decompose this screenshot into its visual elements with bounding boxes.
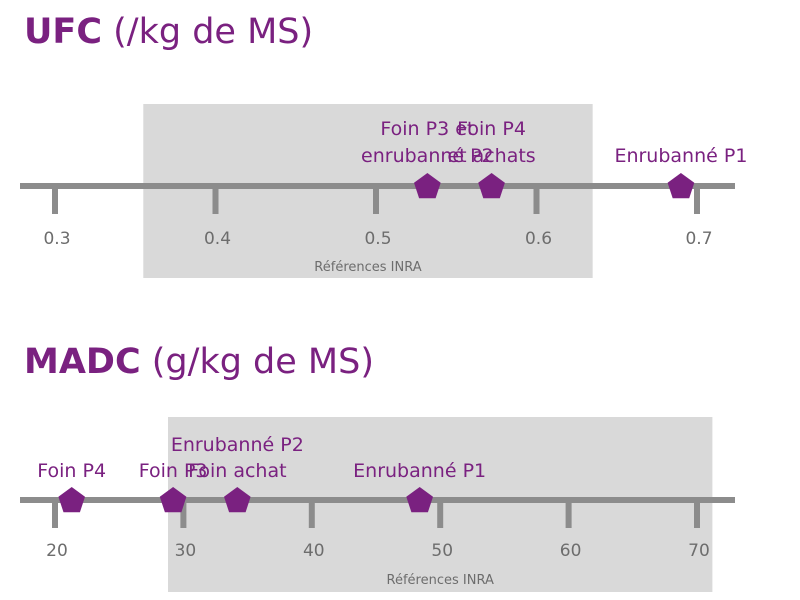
ufc-tick-label-0: 0.3	[43, 229, 70, 249]
ufc-point-label-1-0: Foin P4	[457, 118, 526, 140]
ufc-point-0	[414, 173, 441, 199]
madc-title: MADC (g/kg de MS)	[24, 342, 374, 382]
madc-point-0	[58, 487, 85, 513]
madc-point-1	[159, 487, 187, 513]
ufc-tick-label-3: 0.6	[525, 229, 552, 249]
madc-tick-label-0: 20	[46, 541, 68, 561]
ufc-point-label-1-1: et achats	[447, 145, 535, 167]
ufc-point-2	[667, 173, 695, 199]
ufc-title-bold: UFC	[24, 12, 103, 52]
ufc-point-label-2-0: Enrubanné P1	[614, 145, 747, 167]
madc-title-unit: (g/kg de MS)	[140, 342, 375, 382]
madc-reference-label: Références INRA	[387, 573, 494, 588]
madc-title-bold: MADC	[24, 342, 141, 382]
madc-point-2	[224, 487, 251, 513]
ufc-chart: UFC (/kg de MS) Références INRA 0.3 0.4 0.5…	[20, 12, 747, 278]
madc-point-label-3-0: Enrubanné P1	[353, 460, 486, 482]
ufc-point-1	[478, 173, 505, 199]
madc-plot: Références INRA 20 30 40 50 60 70 Foin P4 Foin P…	[20, 417, 735, 592]
madc-point-label-2-1: Foin achat	[188, 460, 286, 482]
ufc-title: UFC (/kg de MS)	[24, 12, 313, 52]
ufc-title-unit: (/kg de MS)	[102, 12, 314, 52]
madc-tick-label-3: 50	[431, 541, 453, 561]
madc-chart: MADC (g/kg de MS) Références INRA 20 30 40 5…	[0, 330, 800, 600]
madc-tick-label-4: 60	[560, 541, 582, 561]
ufc-reference-label: Références INRA	[314, 260, 421, 275]
ufc-point-label-0-1: enrubanné P2	[361, 145, 494, 167]
madc-tick-label-1: 30	[175, 541, 197, 561]
ufc-tick-label-4: 0.7	[685, 229, 712, 249]
madc-tick-label-2: 40	[303, 541, 325, 561]
madc-point-3	[406, 487, 433, 513]
ufc-plot: Références INRA 0.3 0.4 0.5 0.6 0.7 Foin P3 et…	[20, 104, 747, 278]
madc-point-label-1-0: Foin P3	[139, 460, 208, 482]
madc-point-label-2-0: Enrubanné P2	[171, 434, 304, 456]
ufc-tick-label-1: 0.4	[204, 229, 231, 249]
ufc-tick-label-2: 0.5	[364, 229, 391, 249]
madc-point-label-0-0: Foin P4	[37, 460, 106, 482]
madc-tick-label-5: 70	[688, 541, 710, 561]
ufc-point-label-0-0: Foin P3 et	[380, 118, 474, 140]
